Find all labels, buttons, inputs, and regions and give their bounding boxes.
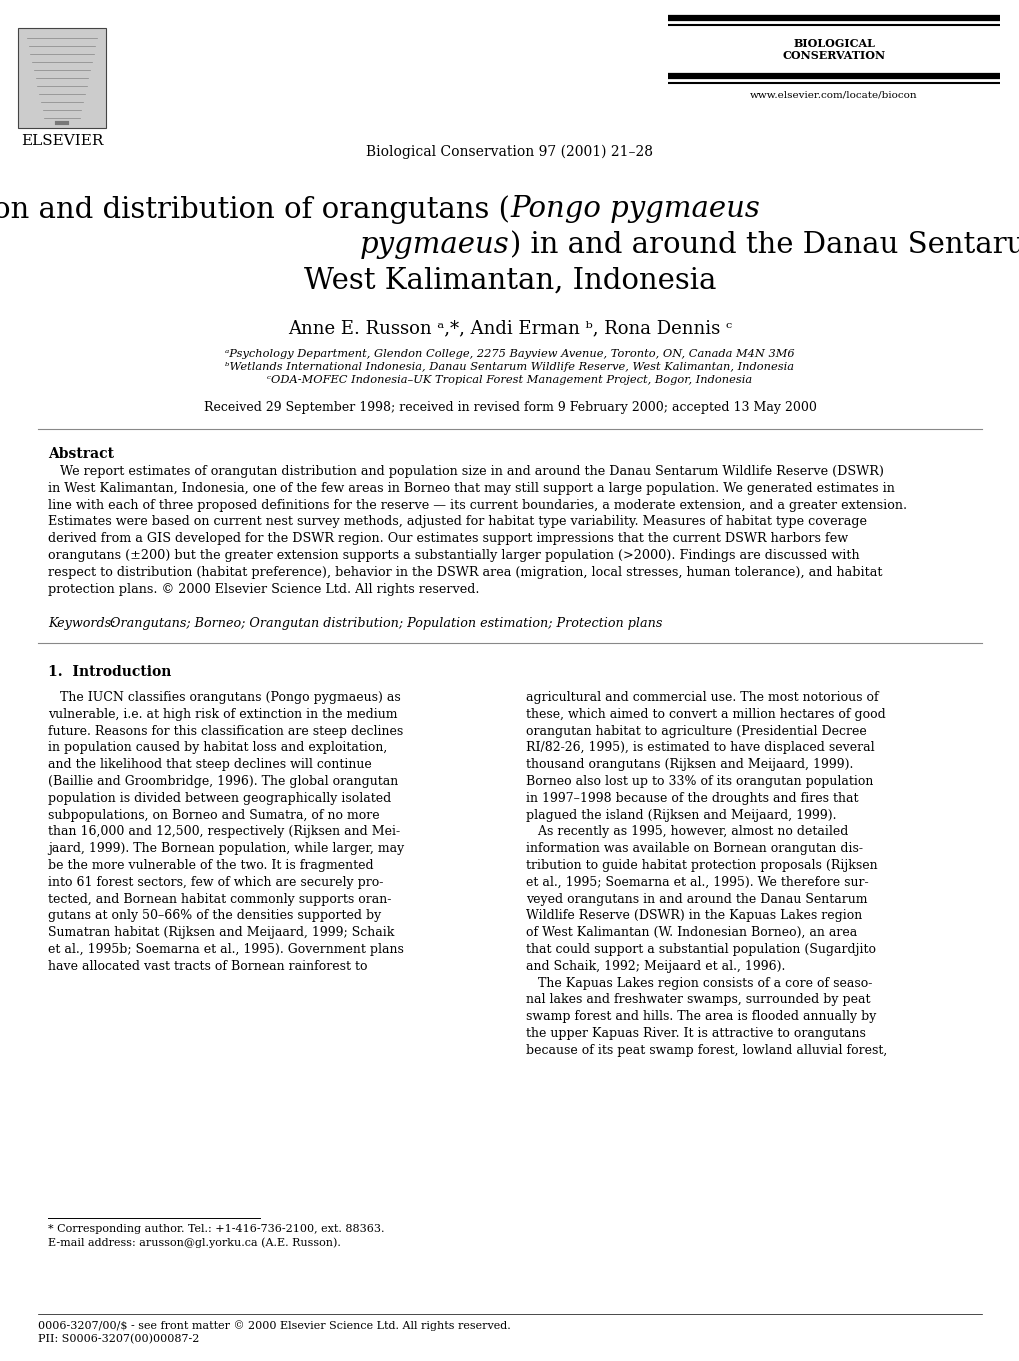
Text: PII: S0006-3207(00)00087-2: PII: S0006-3207(00)00087-2 [38,1334,199,1345]
Text: The IUCN classifies orangutans (Pongo pygmaeus) as
vulnerable, i.e. at high risk: The IUCN classifies orangutans (Pongo py… [48,691,404,973]
Text: West Kalimantan, Indonesia: West Kalimantan, Indonesia [304,267,715,295]
Text: Pongo pygmaeus: Pongo pygmaeus [510,195,759,223]
Text: Keywords:: Keywords: [48,617,119,630]
Text: E-mail address: arusson@gl.yorku.ca (A.E. Russon).: E-mail address: arusson@gl.yorku.ca (A.E… [48,1237,340,1248]
Text: ) in and around the Danau Sentarum Wildlife Reserve,: ) in and around the Danau Sentarum Wildl… [510,231,1019,259]
Text: CONSERVATION: CONSERVATION [782,50,884,61]
Text: ᵇWetlands International Indonesia, Danau Sentarum Wildlife Reserve, West Kaliman: ᵇWetlands International Indonesia, Danau… [225,362,794,372]
Text: ᵃPsychology Department, Glendon College, 2275 Bayview Avenue, Toronto, ON, Canad: ᵃPsychology Department, Glendon College,… [225,348,794,359]
Text: We report estimates of orangutan distribution and population size in and around : We report estimates of orangutan distrib… [48,465,906,596]
Bar [18,29,106,128]
Text: Abstract: Abstract [48,446,114,461]
Text: ELSEVIER: ELSEVIER [20,133,103,148]
Text: BIOLOGICAL: BIOLOGICAL [793,38,874,49]
Text: www.elsevier.com/locate/biocon: www.elsevier.com/locate/biocon [749,90,917,99]
Text: agricultural and commercial use. The most notorious of
these, which aimed to con: agricultural and commercial use. The mos… [526,691,887,1056]
Text: Received 29 September 1998; received in revised form 9 February 2000; accepted 1: Received 29 September 1998; received in … [204,401,815,414]
Text: 1.  Introduction: 1. Introduction [48,666,171,679]
Text: The population and distribution of orangutans (: The population and distribution of orang… [0,195,510,223]
Text: pygmaeus: pygmaeus [360,231,510,259]
Text: 0006-3207/00/$ - see front matter © 2000 Elsevier Science Ltd. All rights reserv: 0006-3207/00/$ - see front matter © 2000… [38,1320,511,1331]
Text: Anne E. Russon ᵃ,*, Andi Erman ᵇ, Rona Dennis ᶜ: Anne E. Russon ᵃ,*, Andi Erman ᵇ, Rona D… [287,318,732,338]
Text: Biological Conservation 97 (2001) 21–28: Biological Conservation 97 (2001) 21–28 [366,146,653,159]
Text: Orangutans; Borneo; Orangutan distribution; Population estimation; Protection pl: Orangutans; Borneo; Orangutan distributi… [110,617,661,630]
Text: * Corresponding author. Tel.: +1-416-736-2100, ext. 88363.: * Corresponding author. Tel.: +1-416-736… [48,1224,384,1234]
Text: ᶜODA-MOFEC Indonesia–UK Tropical Forest Management Project, Bogor, Indonesia: ᶜODA-MOFEC Indonesia–UK Tropical Forest … [267,376,752,385]
